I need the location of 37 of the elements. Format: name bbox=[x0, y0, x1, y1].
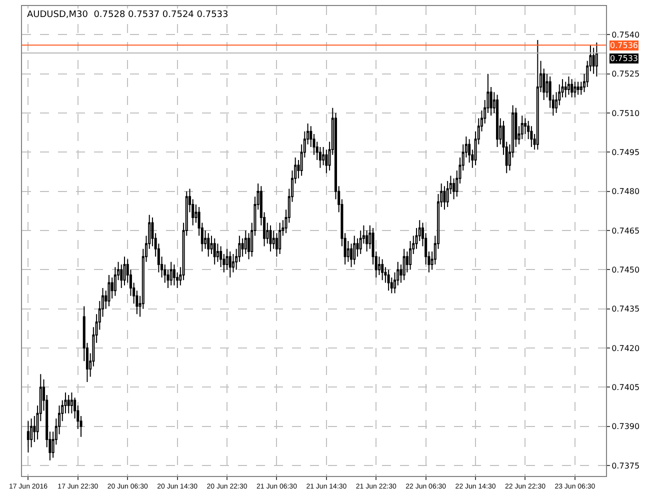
candlestick bbox=[402, 248, 406, 281]
candlestick bbox=[567, 76, 570, 96]
y-tick-label: 0.7495 bbox=[612, 148, 640, 158]
y-tick-label: 0.7435 bbox=[612, 304, 640, 314]
candlestick bbox=[123, 256, 126, 286]
candlestick bbox=[269, 224, 272, 252]
candlestick bbox=[381, 258, 384, 281]
candlestick bbox=[26, 420, 30, 453]
y-tick-label: 0.7540 bbox=[612, 30, 640, 40]
y-tick-label: 0.7525 bbox=[612, 70, 640, 79]
y-tick-label: 0.7480 bbox=[612, 187, 640, 196]
candlestick bbox=[67, 394, 70, 414]
candlestick bbox=[496, 94, 499, 148]
candlestick bbox=[228, 250, 232, 278]
candlestick bbox=[387, 269, 390, 292]
ref-line-label: 0.7533 bbox=[610, 54, 638, 63]
y-tick-label: 0.7375 bbox=[612, 461, 640, 470]
candlestick bbox=[278, 222, 282, 255]
candlestick bbox=[172, 264, 176, 286]
y-tick-label: 0.7450 bbox=[612, 266, 640, 275]
candlestick bbox=[170, 261, 172, 286]
text: AUDUSD,M30 0.7528 0.7537 0.7524 0.7533 bbox=[27, 10, 228, 20]
candlestick bbox=[108, 274, 110, 307]
y-tick-label: 0.7420 bbox=[612, 344, 640, 353]
y-tick-label: 0.7510 bbox=[612, 108, 640, 118]
ref-line-label: 0.7536 bbox=[610, 41, 638, 50]
candlestick bbox=[574, 81, 576, 98]
candlestick bbox=[595, 42, 598, 77]
y-tick-label: 0.7390 bbox=[612, 422, 640, 432]
candlestick bbox=[207, 232, 210, 258]
candlestick bbox=[536, 39, 539, 150]
candlestick bbox=[213, 238, 216, 265]
candlestick bbox=[576, 81, 580, 96]
y-tick-label: 0.7405 bbox=[612, 383, 640, 392]
y-tick-label: 0.7465 bbox=[612, 226, 640, 236]
candlestick bbox=[353, 235, 356, 265]
candlestick bbox=[570, 78, 574, 98]
